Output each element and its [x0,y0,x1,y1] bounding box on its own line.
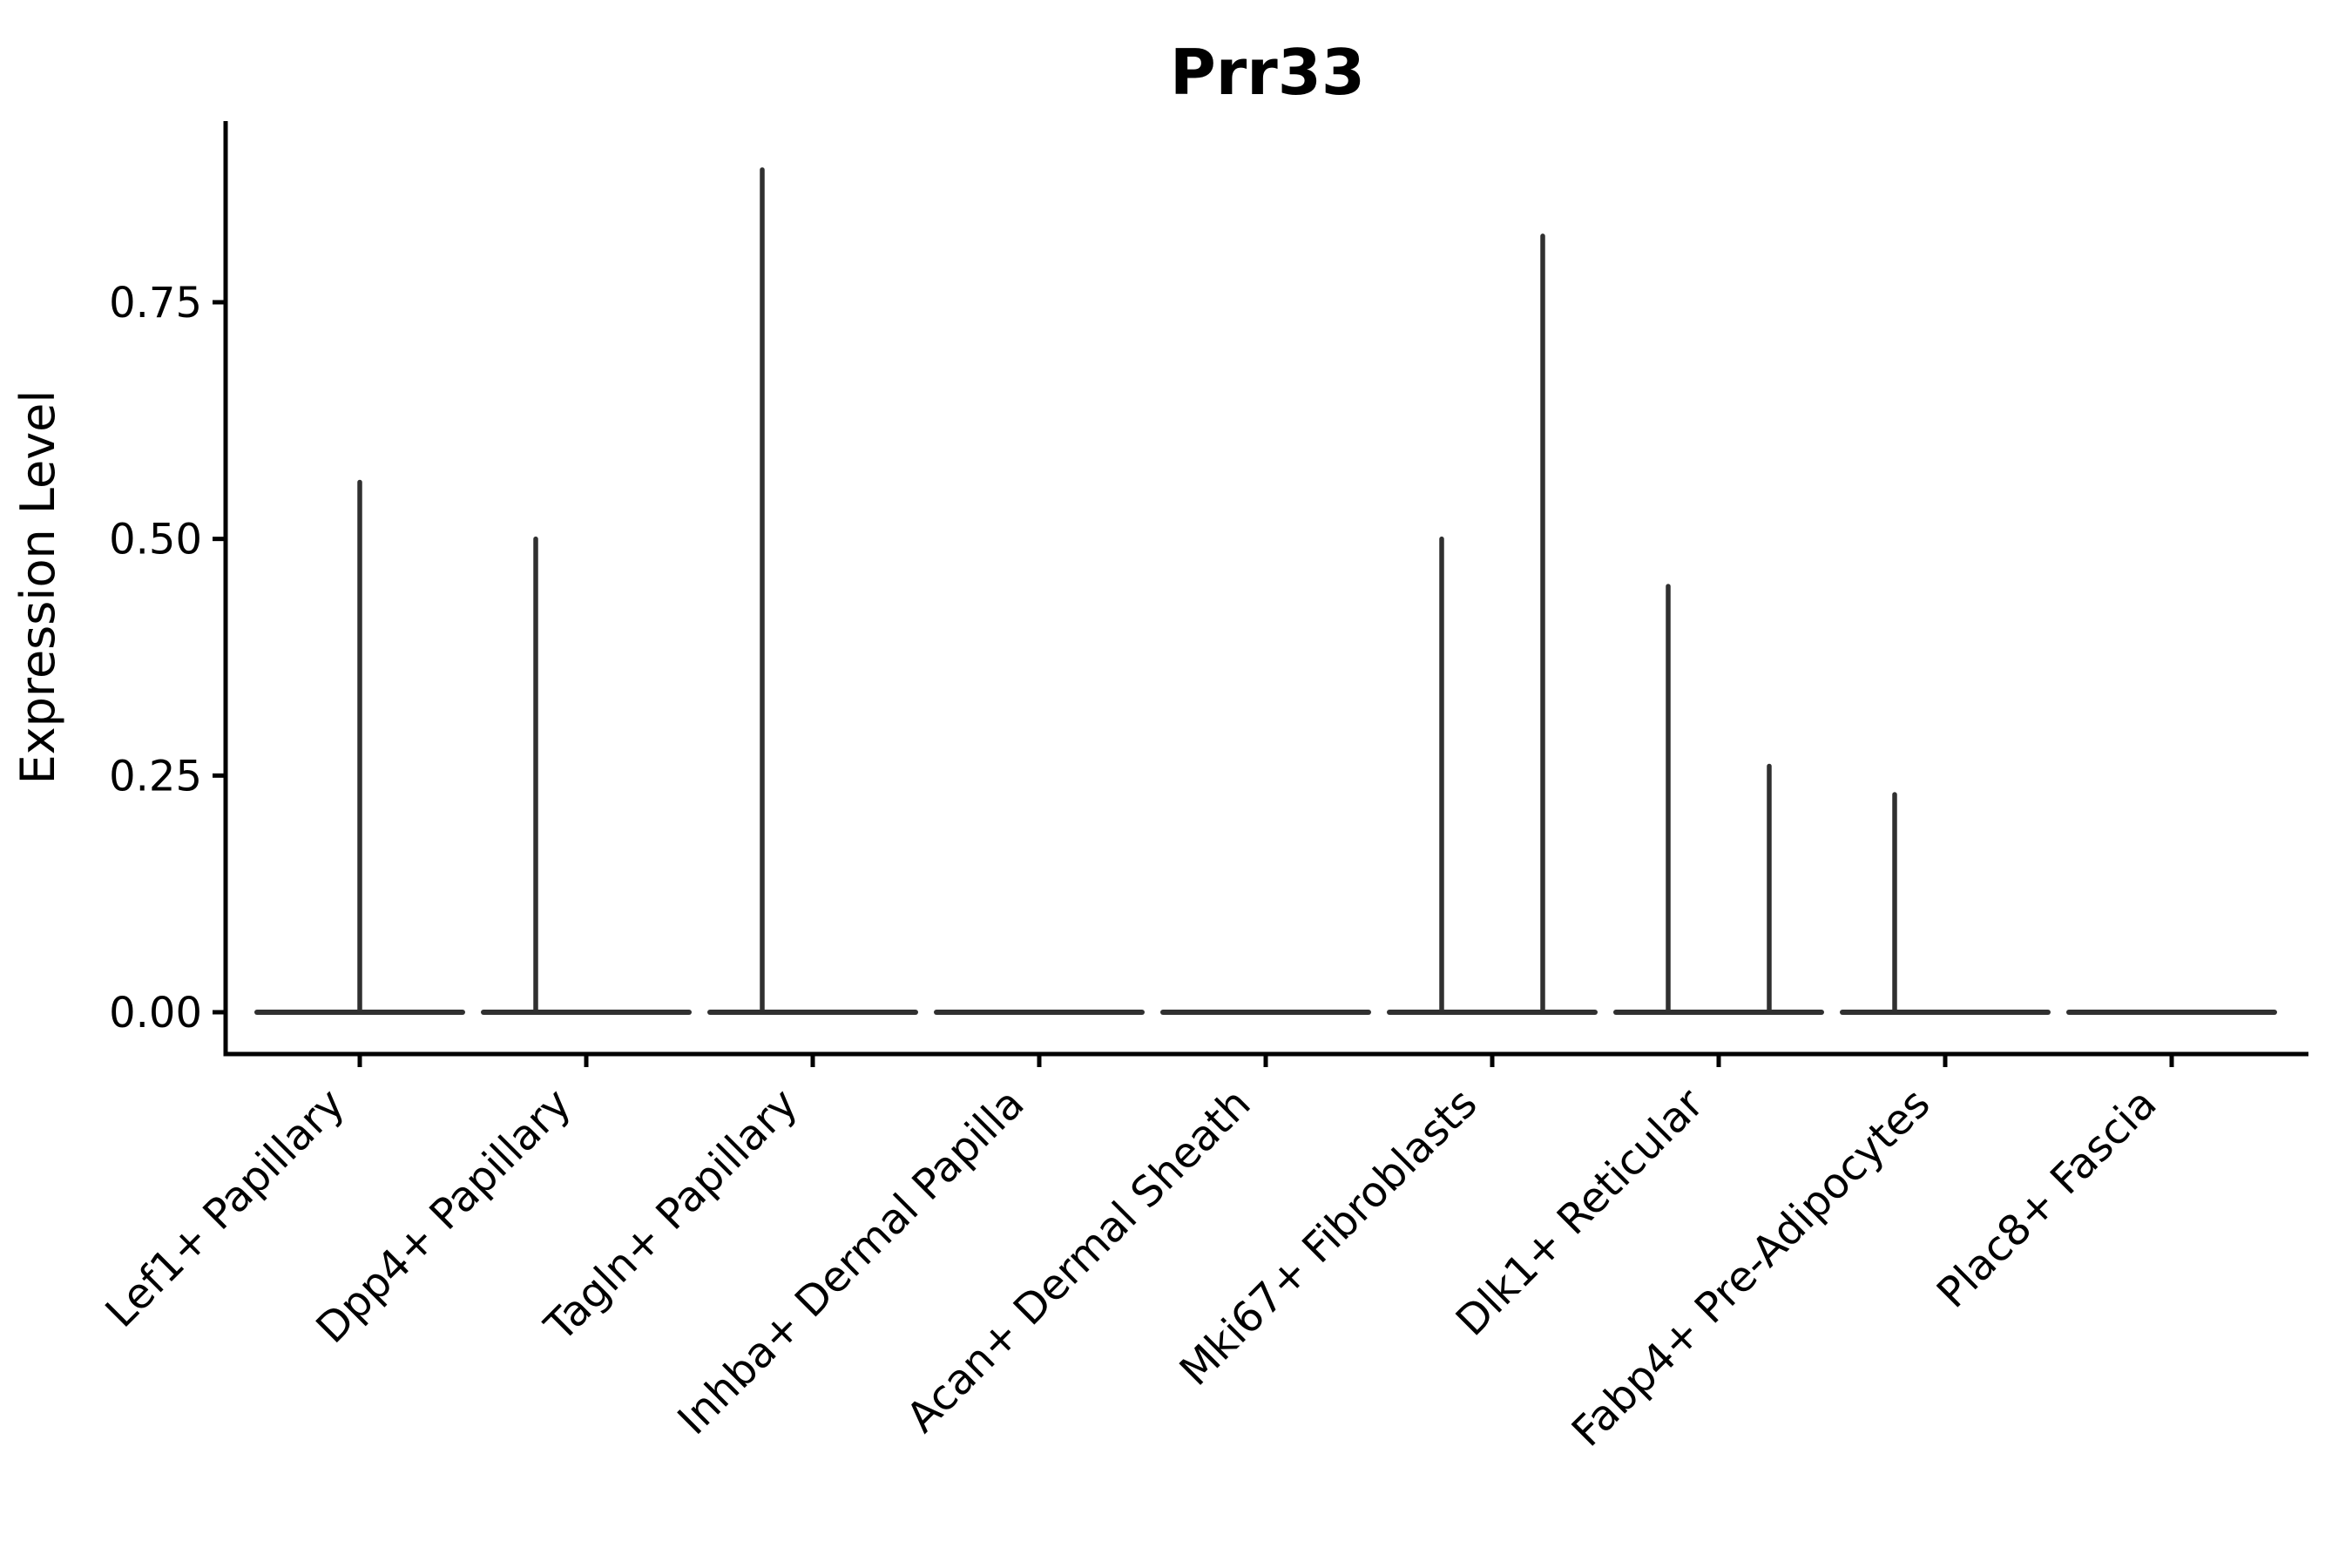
violins [254,167,2277,1015]
chart-title: Prr33 [1170,36,1365,109]
y-axis-label: Expression Level [10,390,65,785]
y-tick-label: 0.25 [109,752,202,801]
y-axis-ticks: 0.00 0.25 0.50 0.75 [109,279,226,1037]
y-tick-label: 0.50 [109,516,202,564]
y-tick-label: 0.75 [109,279,202,328]
y-tick-label: 0.00 [109,989,202,1037]
